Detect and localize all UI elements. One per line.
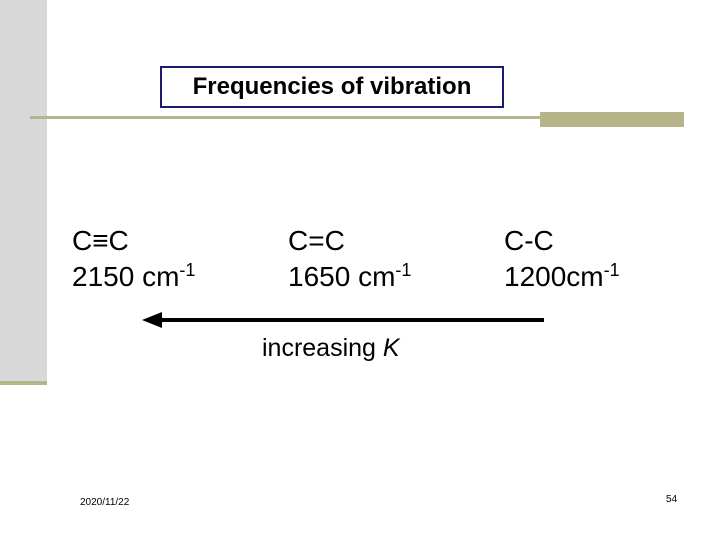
caption-text: increasing — [262, 334, 383, 362]
frequency-value: 1650 cm — [288, 261, 396, 292]
frequency-exponent: -1 — [603, 260, 620, 280]
bond-single: C-C 1200cm-1 — [504, 223, 620, 295]
title-box: Frequencies of vibration — [160, 66, 504, 108]
left-side-bar — [0, 0, 47, 384]
frequency-value: 1200cm — [504, 261, 604, 292]
slide-title: Frequencies of vibration — [192, 73, 472, 100]
increasing-arrow — [142, 312, 544, 328]
bond-frequency: 1650 cm-1 — [288, 259, 411, 295]
bond-frequency: 2150 cm-1 — [72, 259, 195, 295]
footer-date: 2020/11/22 — [80, 497, 130, 508]
page-number: 54 — [666, 494, 678, 505]
bond-triple: C≡C 2150 cm-1 — [72, 223, 195, 295]
frequency-value: 2150 cm — [72, 261, 180, 292]
title-rule-block — [540, 112, 684, 127]
bond-double: C=C 1650 cm-1 — [288, 223, 411, 295]
bond-frequency: 1200cm-1 — [504, 259, 620, 295]
frequency-exponent: -1 — [395, 260, 412, 280]
caption-variable: K — [382, 334, 400, 362]
arrow-head-left-icon — [142, 312, 162, 328]
bond-symbol: C-C — [504, 225, 554, 256]
arrow-caption: increasing K — [262, 334, 400, 363]
title-underline-rule — [30, 116, 684, 119]
bond-symbol: C=C — [288, 225, 345, 256]
bond-symbol: C≡C — [72, 225, 129, 256]
frequency-exponent: -1 — [179, 260, 196, 280]
side-bar-edge — [0, 381, 47, 385]
